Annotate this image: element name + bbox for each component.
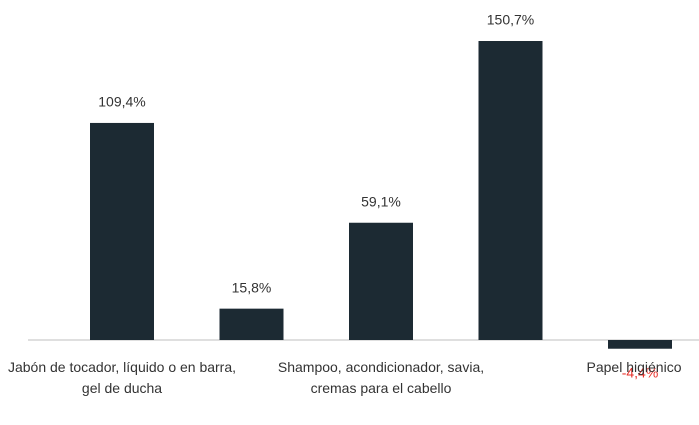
data-label: 109,4% (98, 94, 145, 110)
x-tick-label: Jabón de tocador, líquido o en barra, ge… (7, 359, 237, 396)
bar (219, 308, 284, 340)
data-label: -4,4% (622, 364, 659, 380)
x-tick-label: Papel higiénico (586, 359, 682, 375)
bar (608, 340, 672, 349)
data-label: 150,7% (487, 12, 534, 28)
bar (478, 41, 543, 340)
bar (349, 222, 413, 340)
data-label: 15,8% (232, 279, 272, 295)
data-label: 59,1% (361, 193, 401, 209)
bar (90, 122, 154, 341)
x-tick-label: Shampoo, acondicionador, savia, cremas p… (277, 359, 485, 396)
